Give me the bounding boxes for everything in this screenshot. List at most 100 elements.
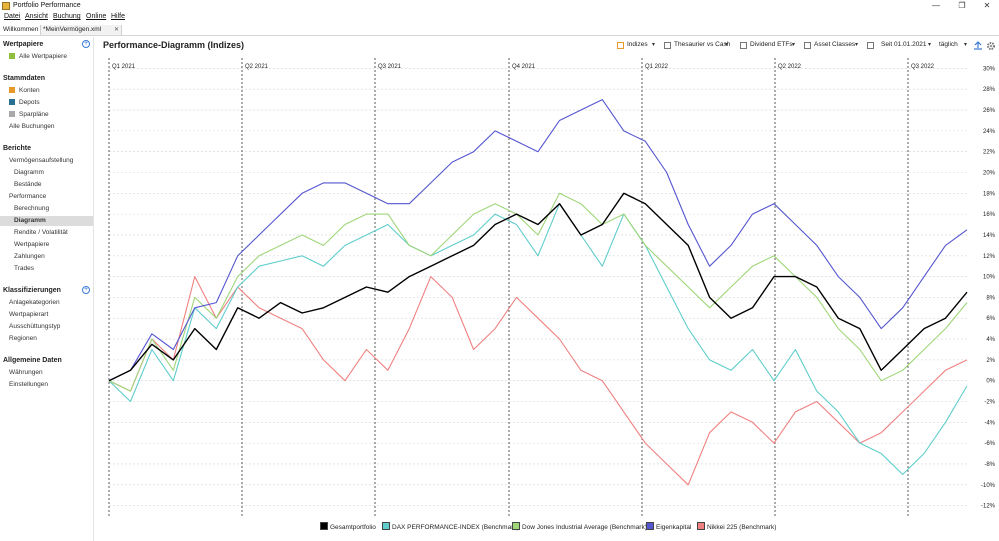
y-tick-label: 24%	[983, 129, 996, 135]
chevron-down-icon[interactable]: ▾	[652, 42, 656, 48]
sidebar-item-rendite-volatilitaet[interactable]: Rendite / Volatilität	[14, 229, 68, 236]
sidebar-item-alle-buchungen[interactable]: Alle Buchungen	[9, 123, 55, 130]
accounts-icon	[9, 87, 15, 93]
sidebar-item-alle-wertpapiere[interactable]: Alle Wertpapiere	[19, 53, 67, 60]
sidebar-item-diagramm-performance[interactable]: Diagramm	[14, 217, 46, 224]
sidebar-item-trades[interactable]: Trades	[14, 265, 34, 272]
sidebar-item-ausschuettungstyp[interactable]: Ausschüttungstyp	[9, 323, 61, 330]
y-tick-label: 0%	[986, 379, 995, 385]
series-line[interactable]	[108, 192, 968, 382]
export-icon[interactable]	[973, 41, 983, 51]
y-tick-label: -2%	[984, 400, 995, 406]
minimize-button[interactable]: —	[932, 1, 940, 10]
chevron-down-icon[interactable]: ▾	[964, 42, 968, 48]
chevron-down-icon[interactable]: ▾	[792, 42, 796, 48]
series-line[interactable]	[108, 99, 968, 382]
legend-item[interactable]: Eigenkapital	[646, 522, 691, 531]
add-icon[interactable]: +	[82, 40, 90, 48]
menu-datei[interactable]: Datei	[4, 13, 21, 20]
y-tick-label: 30%	[983, 66, 996, 72]
y-tick-label: 16%	[983, 212, 996, 218]
folder-icon	[740, 42, 747, 49]
calendar-icon	[867, 42, 874, 49]
sidebar-item-vermoegensaufstellung[interactable]: Vermögensaufstellung	[9, 157, 74, 164]
asset-classes-dropdown[interactable]: Asset Classes	[814, 41, 856, 48]
y-tick-label: -4%	[984, 420, 995, 426]
chevron-down-icon[interactable]: ▾	[725, 42, 729, 48]
sidebar-item-anlagekategorien[interactable]: Anlagekategorien	[9, 299, 60, 306]
dividend-etfs-dropdown[interactable]: Dividend ETFs	[750, 41, 793, 48]
section-berichte: Berichte	[3, 145, 32, 152]
legend-item[interactable]: Nikkei 225 (Benchmark)	[697, 522, 776, 531]
y-tick-label: 10%	[983, 275, 996, 281]
sidebar-item-sparplaene[interactable]: Sparpläne	[19, 111, 49, 118]
menu-online[interactable]: Online	[86, 13, 107, 20]
y-tick-label: 4%	[986, 337, 995, 343]
quarter-grid: Q1 2021 Q2 2021 Q3 2021 Q4 2021 Q1 2022 Q2 20…	[108, 58, 935, 516]
sidebar-item-einstellungen[interactable]: Einstellungen	[9, 381, 49, 388]
window-title: Portfolio Performance	[13, 2, 81, 9]
period-dropdown[interactable]: Seit 01.01.2021	[881, 41, 927, 48]
title-bar: Portfolio Performance — ❐ ✕	[0, 0, 999, 12]
sidebar-item-regionen[interactable]: Regionen	[9, 335, 37, 342]
legend-swatch	[646, 522, 654, 530]
series-line[interactable]	[108, 276, 968, 486]
legend-label: Gesamtportfolio	[330, 524, 376, 531]
sidebar-item-bestaende[interactable]: Bestände	[14, 181, 42, 188]
sidebar-item-performance[interactable]: Performance	[9, 193, 47, 200]
interval-dropdown[interactable]: täglich	[939, 41, 958, 48]
series-line[interactable]	[108, 203, 968, 475]
folder-icon	[664, 42, 671, 49]
y-tick-label: -12%	[981, 504, 996, 510]
sidebar-item-wertpapierart[interactable]: Wertpapierart	[9, 311, 49, 318]
page-title: Performance-Diagramm (Indizes)	[103, 40, 245, 50]
y-tick-label: 18%	[983, 191, 996, 197]
tab-mein-vermoegen[interactable]: *MeinVermögen.xml ✕	[40, 25, 122, 35]
legend-item[interactable]: DAX PERFORMANCE-INDEX (Benchmark)	[382, 522, 519, 531]
thesaurier-dropdown[interactable]: Thesaurier vs Cash	[674, 41, 731, 48]
legend-item[interactable]: Gesamtportfolio	[320, 522, 376, 531]
legend-label: Nikkei 225 (Benchmark)	[707, 524, 777, 531]
sidebar-item-zahlungen[interactable]: Zahlungen	[14, 253, 45, 260]
y-tick-label: 14%	[983, 233, 996, 239]
tab-label: Willkommen	[3, 26, 39, 33]
section-klassifizierungen: Klassifizierungen	[3, 287, 61, 294]
performance-chart[interactable]: Q1 2021 Q2 2021 Q3 2021 Q4 2021 Q1 2022 Q2 20…	[95, 54, 999, 519]
gear-icon[interactable]	[986, 41, 996, 51]
y-tick-label: 12%	[983, 254, 996, 260]
x-tick-label: Q4 2021	[512, 64, 536, 70]
navigation-sidebar: Wertpapiere + Alle Wertpapiere Stammdate…	[0, 37, 94, 541]
y-tick-label: 8%	[986, 295, 995, 301]
legend-swatch	[382, 522, 390, 530]
tab-label: *MeinVermögen.xml	[43, 26, 102, 33]
legend-item[interactable]: Dow Jones Industrial Average (Benchmark)	[512, 522, 647, 531]
menu-buchung[interactable]: Buchung	[53, 13, 81, 20]
chevron-down-icon[interactable]: ▾	[928, 42, 932, 48]
menu-ansicht[interactable]: Ansicht	[25, 13, 48, 20]
close-button[interactable]: ✕	[983, 1, 991, 10]
chevron-down-icon[interactable]: ▾	[855, 42, 859, 48]
menu-hilfe[interactable]: Hilfe	[111, 13, 126, 20]
tab-willkommen[interactable]: Willkommen	[1, 25, 39, 35]
sidebar-item-wertpapiere[interactable]: Wertpapiere	[14, 241, 50, 248]
sidebar-item-waehrungen[interactable]: Währungen	[9, 369, 43, 376]
sidebar-item-berechnung[interactable]: Berechnung	[14, 205, 50, 212]
legend-swatch	[512, 522, 520, 530]
add-icon[interactable]: +	[82, 286, 90, 294]
y-tick-label: 22%	[983, 150, 996, 156]
x-tick-label: Q3 2021	[378, 64, 402, 70]
sidebar-item-diagramm-vermoegen[interactable]: Diagramm	[14, 169, 44, 176]
editor-tab-bar: Willkommen *MeinVermögen.xml ✕	[0, 24, 999, 36]
selected-item-highlight	[0, 216, 93, 226]
y-tick-label: 28%	[983, 87, 996, 93]
legend-swatch	[697, 522, 705, 530]
section-stammdaten: Stammdaten	[3, 75, 46, 82]
indizes-dropdown[interactable]: Indizes	[627, 41, 648, 48]
y-tick-label: 20%	[983, 171, 996, 177]
series-line[interactable]	[108, 192, 968, 392]
close-icon[interactable]: ✕	[113, 27, 119, 33]
section-allgemeine-daten: Allgemeine Daten	[3, 357, 62, 364]
sidebar-item-depots[interactable]: Depots	[19, 99, 40, 106]
sidebar-item-konten[interactable]: Konten	[19, 87, 40, 94]
maximize-button[interactable]: ❐	[958, 1, 966, 10]
